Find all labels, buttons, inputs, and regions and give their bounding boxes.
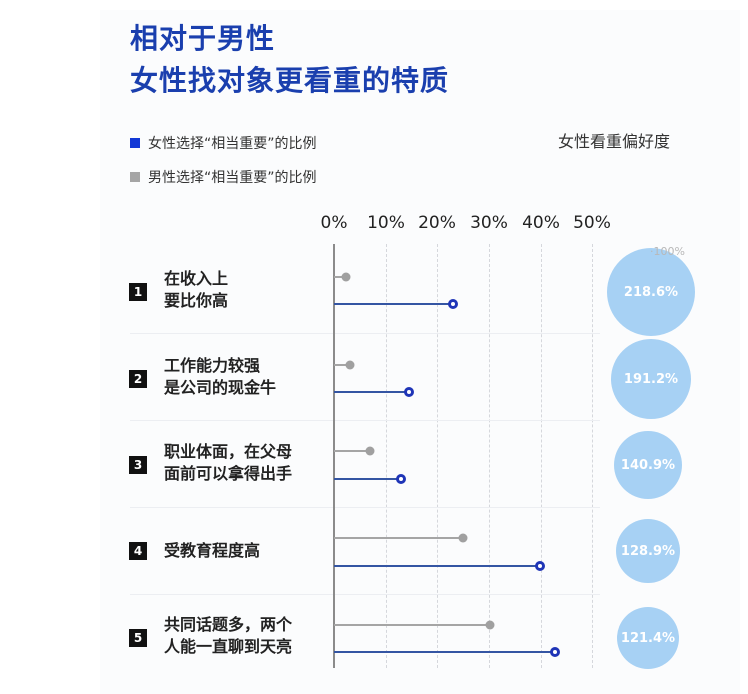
- rank-badge: 5: [129, 629, 147, 647]
- legend: 女性选择“相当重要”的比例 男性选择“相当重要”的比例: [130, 126, 317, 194]
- male-dot-icon: [345, 360, 355, 370]
- male-swatch-icon: [130, 172, 140, 182]
- row-label-line: 在收入上: [164, 269, 229, 288]
- row-label: 在收入上 要比你高: [164, 268, 228, 312]
- row-label-line: 是公司的现金牛: [164, 378, 277, 397]
- row-label-line: 工作能力较强: [164, 356, 261, 375]
- preference-header: 女性看重偏好度: [558, 132, 671, 151]
- male-bar: [334, 624, 490, 626]
- tick-label: 30%: [470, 213, 508, 233]
- row-label: 受教育程度高: [164, 540, 260, 562]
- chart-title: 相对于男性 女性找对象更看重的特质: [130, 18, 449, 102]
- tick-label: 10%: [367, 213, 405, 233]
- male-bar: [334, 276, 346, 278]
- female-bar: [334, 651, 555, 653]
- male-dot-icon: [341, 272, 351, 282]
- row-label-line: 共同话题多，两个: [164, 615, 293, 634]
- tick-label: 20%: [418, 213, 456, 233]
- female-bar: [334, 303, 453, 305]
- title-line-2: 女性找对象更看重的特质: [130, 64, 450, 97]
- row-label: 共同话题多，两个 人能一直聊到天亮: [164, 614, 292, 658]
- row-label-line: 要比你高: [164, 291, 229, 310]
- preference-bubble: 218.6%: [607, 248, 695, 336]
- x-axis-labels: 0% 10% 20% 30% 40% 50%: [0, 213, 748, 237]
- reference-label: ·100%: [650, 245, 685, 258]
- female-bar: [334, 565, 540, 567]
- row-label: 工作能力较强 是公司的现金牛: [164, 355, 276, 399]
- rank-badge: 4: [129, 542, 147, 560]
- tick-label: 50%: [573, 213, 611, 233]
- male-bar: [334, 450, 370, 452]
- female-swatch-icon: [130, 138, 140, 148]
- row-label-line: 职业体面，在父母: [164, 442, 293, 461]
- rank-badge: 3: [129, 456, 147, 474]
- legend-item-female: 女性选择“相当重要”的比例: [130, 126, 317, 160]
- rank-badge: 1: [129, 283, 147, 301]
- row-label-line: 人能一直聊到天亮: [164, 637, 293, 656]
- male-dot-icon: [365, 446, 375, 456]
- male-dot-icon: [458, 533, 468, 543]
- title-line-1: 相对于男性: [130, 22, 276, 55]
- row-label: 职业体面，在父母 面前可以拿得出手: [164, 441, 292, 485]
- preference-bubble: 140.9%: [614, 431, 682, 499]
- preference-bubble: 121.4%: [617, 607, 679, 669]
- tick-label: 0%: [320, 213, 348, 233]
- female-dot-icon: [448, 299, 458, 309]
- preference-bubble: 191.2%: [611, 339, 691, 419]
- female-dot-icon: [550, 647, 560, 657]
- legend-label-male: 男性选择“相当重要”的比例: [148, 170, 317, 186]
- female-bar: [334, 391, 409, 393]
- female-dot-icon: [404, 387, 414, 397]
- tick-label: 40%: [522, 213, 560, 233]
- row-label-line: 受教育程度高: [164, 541, 261, 560]
- preference-bubble: 128.9%: [616, 519, 680, 583]
- male-dot-icon: [485, 620, 495, 630]
- female-bar: [334, 478, 401, 480]
- row-label-line: 面前可以拿得出手: [164, 464, 293, 483]
- legend-label-female: 女性选择“相当重要”的比例: [148, 136, 317, 152]
- male-bar: [334, 537, 463, 539]
- rank-badge: 2: [129, 370, 147, 388]
- male-bar: [334, 364, 350, 366]
- female-dot-icon: [396, 474, 406, 484]
- legend-item-male: 男性选择“相当重要”的比例: [130, 160, 317, 194]
- female-dot-icon: [535, 561, 545, 571]
